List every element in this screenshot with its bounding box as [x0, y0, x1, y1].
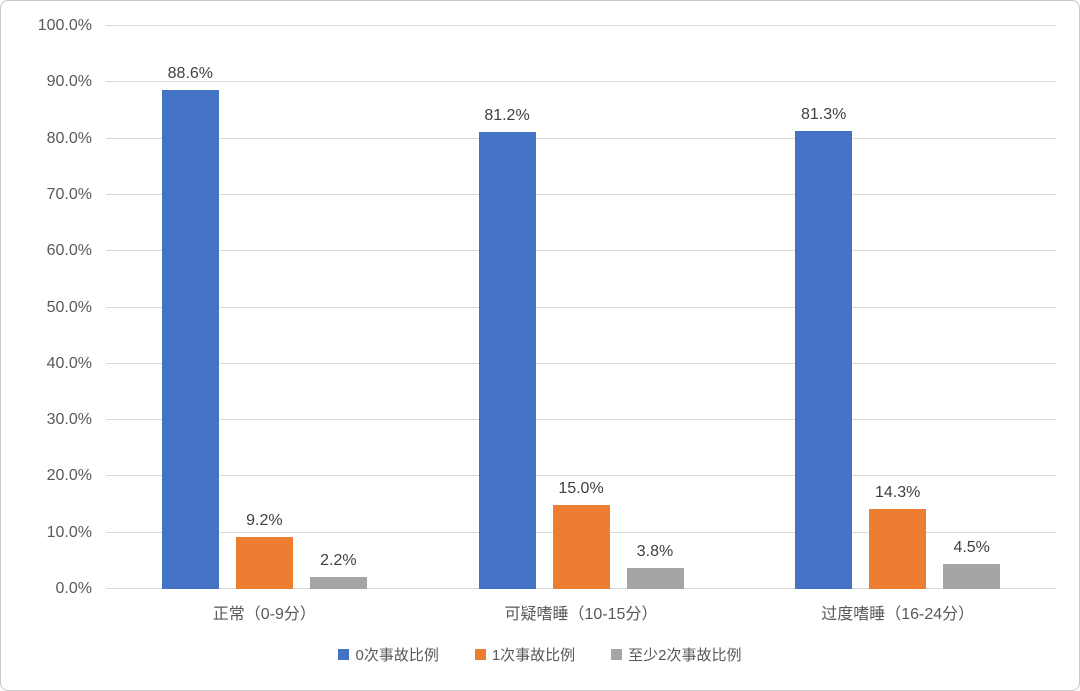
legend-item: 1次事故比例 — [474, 644, 576, 665]
bar: 88.6% — [161, 65, 219, 589]
y-tick-label: 30.0% — [46, 411, 92, 429]
gridline — [106, 81, 1056, 83]
y-tick-label: 0.0% — [55, 580, 92, 597]
bar-value-label: 2.2% — [320, 551, 357, 569]
bar-groups: 88.6% 9.2% 2.2% 81.2% 15.0% 3.8% 81.3% 14.3% 4.5… — [106, 26, 1056, 589]
y-tick-label: 100.0% — [37, 17, 92, 34]
legend-item: 至少2次事故比例 — [611, 644, 742, 665]
bar-value-label: 81.3% — [800, 106, 847, 124]
bar: 15.0% — [552, 480, 610, 589]
bar: 81.2% — [478, 107, 536, 589]
bar-value-label: 9.2% — [246, 512, 283, 530]
bar-value-label: 3.8% — [636, 542, 674, 560]
bar: 4.5% — [943, 539, 1001, 589]
bar-value-label: 4.5% — [953, 538, 990, 556]
bar-value-label: 14.3% — [874, 483, 921, 501]
legend-swatch-icon — [611, 649, 623, 660]
gridline — [106, 306, 1056, 308]
bar-group: 81.3% 14.3% 4.5% — [739, 26, 1056, 589]
legend-swatch-icon — [338, 649, 350, 660]
bar: 2.2% — [309, 552, 367, 589]
gridline — [106, 419, 1056, 421]
legend-label: 至少2次事故比例 — [628, 647, 742, 664]
y-tick-label: 80.0% — [46, 129, 92, 147]
y-tick-label: 60.0% — [46, 242, 92, 260]
y-tick-label: 40.0% — [46, 354, 92, 372]
bar: 3.8% — [626, 543, 684, 589]
bar-value-label: 81.2% — [484, 106, 530, 124]
gridline — [106, 362, 1056, 364]
gridline — [106, 193, 1056, 195]
y-axis: 0.0% 10.0% 20.0% 30.0% 40.0% 50.0% 60.0% 70.0% 8… — [1, 17, 98, 597]
bar: 9.2% — [235, 512, 293, 589]
bar-value-label: 88.6% — [167, 65, 214, 83]
y-tick-label: 90.0% — [46, 73, 92, 91]
legend-label: 0次事故比例 — [355, 647, 439, 664]
bar-group: 88.6% 9.2% 2.2% — [106, 26, 423, 589]
x-category-label: 可疑嗜睡（10-15分） — [504, 606, 658, 623]
y-tick-label: 70.0% — [46, 185, 92, 203]
bar: 14.3% — [869, 484, 927, 589]
x-category-label: 过度嗜睡（16-24分） — [821, 606, 975, 623]
gridline — [106, 25, 1056, 26]
bar: 81.3% — [795, 106, 853, 589]
legend-label: 1次事故比例 — [491, 647, 576, 664]
legend-item: 0次事故比例 — [338, 644, 439, 665]
plot-area: 88.6% 9.2% 2.2% 81.2% 15.0% 3.8% 81.3% 14.3% 4.5… — [106, 25, 1056, 589]
bar-value-label: 15.0% — [558, 479, 604, 497]
x-axis: 正常（0-9分） 可疑嗜睡（10-15分） 过度嗜睡（16-24分） — [106, 600, 1056, 624]
bar-group: 81.2% 15.0% 3.8% — [423, 26, 740, 589]
y-tick-label: 10.0% — [46, 523, 92, 541]
x-category-label: 正常（0-9分） — [212, 606, 316, 623]
legend: 0次事故比例 1次事故比例 至少2次事故比例 — [1, 644, 1079, 665]
legend-swatch-icon — [474, 649, 486, 660]
y-tick-label: 50.0% — [46, 298, 92, 316]
gridline — [106, 475, 1056, 477]
gridline — [106, 250, 1056, 252]
y-tick-label: 20.0% — [46, 467, 92, 485]
gridline — [106, 137, 1056, 139]
